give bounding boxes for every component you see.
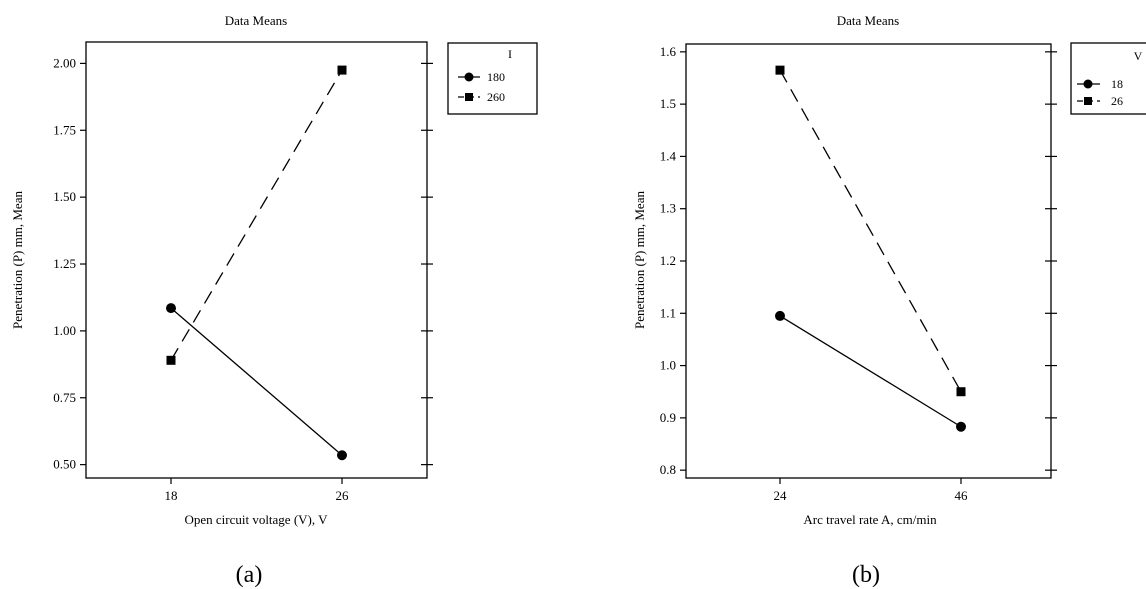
chart-b-point-18	[956, 421, 966, 432]
chart-a-x-tick-label: 18	[165, 488, 178, 503]
chart-b-y-tick-label: 0.8	[660, 462, 676, 477]
chart-b-legend-marker-18	[1083, 79, 1093, 89]
chart-b-y-tick-label: 1.6	[660, 44, 677, 59]
chart-a-series	[166, 65, 347, 461]
chart-a-legend-box	[447, 42, 538, 115]
chart-b-caption: (b)	[852, 562, 880, 588]
chart-b-series-line-26	[779, 69, 962, 393]
chart-a-caption: (a)	[236, 562, 263, 588]
chart-b-x-tick-label: 24	[774, 488, 788, 503]
chart-b-legend-label-26: 26	[1111, 94, 1123, 108]
chart-a-x-tick-label: 26	[336, 488, 350, 503]
chart-b-y-tick-label: 0.9	[660, 410, 676, 425]
chart-a: Data Means 0.500.751.001.251.501.752.00 …	[10, 13, 538, 588]
chart-a-y-tick-label: 0.75	[53, 390, 76, 405]
chart-a-series-line-180	[170, 307, 343, 456]
chart-b-series-line-18	[779, 315, 962, 428]
chart-a-legend-title: I	[508, 47, 512, 61]
chart-a-point-180	[337, 450, 347, 461]
chart-b-legend-box	[1070, 42, 1146, 115]
chart-a-y-tick-label: 1.75	[53, 122, 76, 137]
chart-b-y-ticks: 0.8 0.9 1.0 1.1 1.2 1.3 1.4 1.5 1.6	[660, 44, 1057, 477]
chart-b-y-tick-label: 1.5	[660, 96, 676, 111]
chart-b-y-tick-label: 1.1	[660, 305, 676, 320]
chart-b-x-tick-label: 46	[955, 488, 969, 503]
chart-a-y-axis-label: Penetration (P) mm, Mean	[10, 191, 25, 329]
chart-a-y-tick-label: 2.00	[53, 55, 76, 70]
chart-a-y-tick-label: 1.00	[53, 323, 76, 338]
chart-b: Data Means 0.8 0.9 1.0 1.1 1.2 1.3 1.4 1.5 1.6 2…	[632, 13, 1146, 588]
chart-a-y-tick-label: 1.25	[53, 256, 76, 271]
chart-b-point-26	[775, 65, 785, 75]
chart-a-point-260	[337, 65, 347, 75]
chart-b-y-tick-label: 1.2	[660, 253, 676, 268]
chart-b-legend-label-18: 18	[1111, 77, 1123, 91]
chart-b-y-axis-label: Penetration (P) mm, Mean	[632, 191, 647, 329]
chart-a-y-tick-label: 0.50	[53, 457, 76, 472]
chart-b-legend-marker-26	[1084, 97, 1092, 105]
chart-b-y-tick-label: 1.3	[660, 201, 676, 216]
chart-b-point-18	[775, 310, 785, 321]
chart-b-legend-title: V	[1134, 49, 1143, 63]
chart-a-x-ticks: 18 26	[165, 478, 350, 503]
chart-b-y-tick-label: 1.0	[660, 358, 676, 373]
chart-a-x-axis-label: Open circuit voltage (V), V	[184, 512, 328, 527]
chart-a-legend-label-180: 180	[487, 70, 505, 84]
chart-a-legend-marker-260	[465, 93, 473, 101]
chart-b-series	[775, 65, 966, 432]
chart-a-legend-marker-180	[464, 72, 474, 82]
chart-a-point-260	[166, 355, 176, 365]
chart-a-y-ticks: 0.50 0.75 1.00 1.25 1.50 1.75 2.00	[53, 55, 433, 472]
chart-a-title: Data Means	[225, 13, 287, 28]
chart-a-series-line-260	[170, 69, 343, 361]
chart-b-y-tick-label: 1.4	[660, 148, 677, 163]
chart-b-point-26	[956, 387, 966, 397]
chart-a-y-tick-label: 1.50	[53, 189, 76, 204]
chart-b-plot-frame	[685, 43, 1052, 479]
chart-a-plot-frame	[85, 41, 428, 479]
chart-b-title: Data Means	[837, 13, 899, 28]
chart-b-x-ticks: 24 46	[774, 478, 969, 503]
chart-b-x-axis-label: Arc travel rate A, cm/min	[803, 512, 937, 527]
chart-a-legend-label-260: 260	[487, 90, 505, 104]
chart-a-point-180	[166, 303, 176, 314]
